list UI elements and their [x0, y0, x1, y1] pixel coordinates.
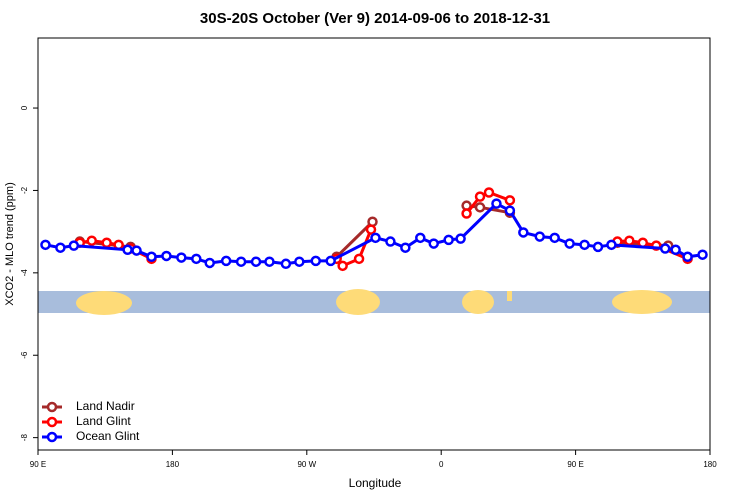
data-point [370, 232, 381, 244]
data-point [659, 243, 671, 254]
legend-marker [46, 431, 58, 443]
legend-marker [46, 416, 58, 428]
data-point [131, 245, 142, 256]
data-point [310, 255, 322, 267]
x-tick-label: 180 [703, 460, 717, 469]
data-point [443, 234, 454, 246]
data-point [682, 251, 693, 263]
data-point [146, 251, 157, 263]
data-point [86, 235, 98, 246]
data-point [385, 236, 396, 247]
data-point [579, 239, 590, 251]
data-point [294, 256, 305, 267]
data-point [504, 195, 516, 206]
data-point [455, 233, 466, 244]
x-tick-label: 90 E [567, 460, 583, 469]
x-tick-label: 180 [166, 460, 180, 469]
data-point [606, 239, 617, 251]
data-point [325, 255, 336, 267]
data-point [101, 237, 112, 249]
y-tick-label: 0 [20, 105, 29, 110]
land-map-strip [38, 289, 710, 315]
data-point [337, 260, 348, 272]
data-point [55, 242, 66, 253]
data-point [564, 238, 575, 249]
data-point [204, 257, 215, 269]
x-tick-label: 0 [439, 460, 444, 469]
data-point [40, 239, 51, 251]
x-tick-label: 90 E [30, 460, 46, 469]
data-point [235, 256, 247, 267]
data-point [549, 232, 560, 244]
data-point [592, 241, 604, 253]
data-point [428, 238, 439, 249]
data-point [365, 224, 377, 235]
data-point [491, 198, 502, 209]
data-point [534, 231, 546, 242]
y-tick-label: -2 [20, 186, 29, 194]
data-point [400, 242, 411, 253]
data-point [474, 191, 486, 202]
legend-marker [46, 401, 58, 413]
x-axis-label: Longitude [349, 476, 402, 490]
data-point [191, 253, 202, 265]
y-tick-label: -6 [20, 351, 29, 359]
data-point [176, 252, 187, 263]
y-axis-label: XCO2 - MLO trend (ppm) [4, 182, 16, 305]
y-tick-label: -8 [20, 434, 29, 442]
plot-frame [37, 37, 711, 451]
data-point [474, 202, 486, 213]
data-point [670, 244, 681, 256]
data-point [250, 256, 262, 267]
legend-label: Land Glint [76, 414, 131, 428]
data-point [624, 235, 635, 246]
data-point [518, 227, 529, 238]
data-point [483, 187, 495, 198]
y-tick-label: -4 [20, 269, 29, 277]
data-point [461, 208, 472, 219]
data-point [220, 255, 232, 267]
chart-title: 30S-20S October (Ver 9) 2014-09-06 to 20… [200, 10, 550, 27]
legend-label: Land Nadir [76, 399, 135, 413]
data-point [415, 232, 426, 244]
data-point [353, 253, 365, 265]
data-point [264, 256, 275, 267]
data-point [697, 249, 708, 260]
data-point [504, 205, 516, 216]
data-point [68, 240, 80, 251]
legend-label: Ocean Glint [76, 429, 140, 443]
x-tick-label: 90 W [297, 460, 316, 469]
data-point [280, 258, 292, 270]
data-point [122, 244, 133, 256]
data-point [161, 250, 172, 262]
